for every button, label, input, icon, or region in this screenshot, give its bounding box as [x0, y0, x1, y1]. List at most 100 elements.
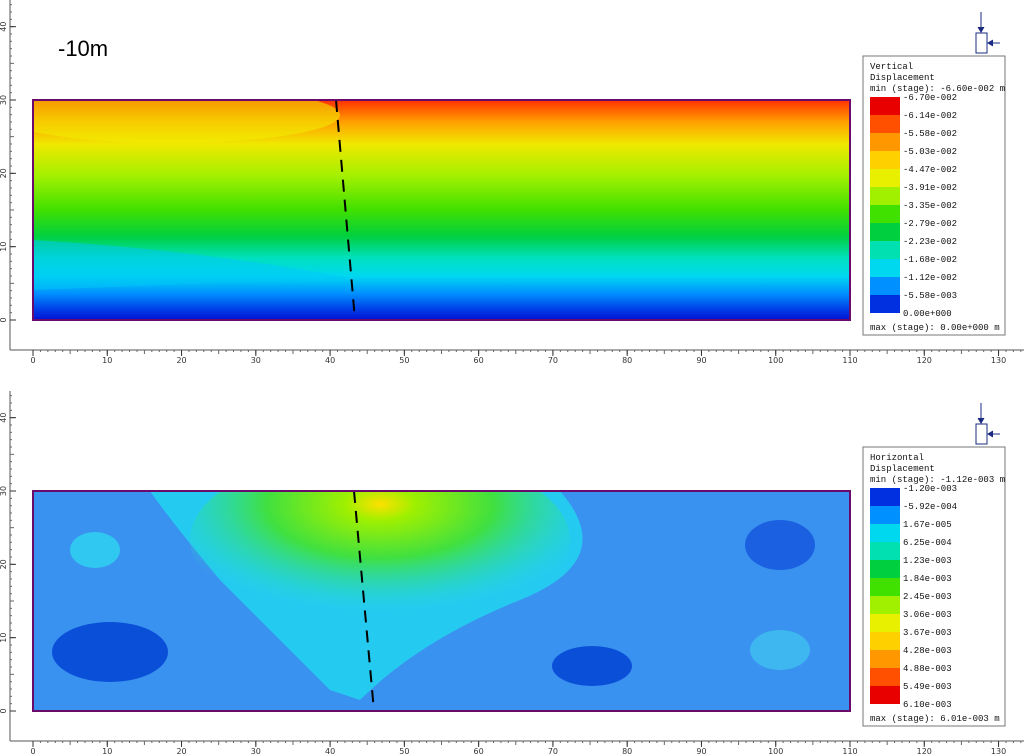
legend-level: -5.58e-003 [903, 291, 957, 301]
legend-swatch [870, 632, 900, 650]
legend-min: min (stage): -6.60e-002 m [870, 84, 1005, 94]
legend-swatch [870, 151, 900, 169]
legend-swatch [870, 205, 900, 223]
legend-swatch [870, 488, 900, 506]
x-tick-label: 20 [176, 747, 186, 754]
y-tick-label: 30 [0, 95, 8, 105]
legend-level: 0.00e+000 [903, 309, 952, 319]
legend-title: Vertical [870, 62, 913, 72]
y-tick-label: 40 [0, 413, 8, 423]
legend-swatch [870, 560, 900, 578]
legend-swatch [870, 524, 900, 542]
x-tick-label: 60 [474, 356, 484, 365]
legend-swatch [870, 97, 900, 115]
legend-level: 3.67e-003 [903, 628, 952, 638]
x-tick-label: 80 [622, 356, 632, 365]
y-tick-label: 0 [0, 708, 8, 713]
legend-title: Displacement [870, 464, 935, 474]
y-tick-label: 40 [0, 22, 8, 32]
legend-level: -6.70e-002 [903, 93, 957, 103]
legend-swatch [870, 259, 900, 277]
x-tick-label: 40 [325, 747, 335, 754]
x-tick-label: 0 [30, 356, 35, 365]
legend-level: 3.06e-003 [903, 610, 952, 620]
legend-swatch [870, 169, 900, 187]
x-tick-label: 70 [548, 356, 558, 365]
legend-swatch [870, 241, 900, 259]
legend-swatch [870, 650, 900, 668]
x-tick-label: 30 [251, 356, 261, 365]
legend-level: 2.45e-003 [903, 592, 952, 602]
x-tick-label: 110 [842, 747, 857, 754]
legend-swatch [870, 506, 900, 524]
legend-level: -1.20e-003 [903, 484, 957, 494]
legend-title: Horizontal [870, 453, 924, 463]
legend-swatch [870, 686, 900, 704]
legend-swatch [870, 578, 900, 596]
x-tick-label: 90 [696, 747, 706, 754]
legend-title: Displacement [870, 73, 935, 83]
legend-level: 5.49e-003 [903, 682, 952, 692]
legend-level: -6.14e-002 [903, 111, 957, 121]
legend-swatch [870, 668, 900, 686]
legend-swatch [870, 223, 900, 241]
legend-level: -3.91e-002 [903, 183, 957, 193]
x-tick-label: 80 [622, 747, 632, 754]
x-tick-label: 0 [30, 747, 35, 754]
legend-level: -4.47e-002 [903, 165, 957, 175]
y-tick-label: 20 [0, 168, 8, 178]
y-tick-label: 10 [0, 242, 8, 252]
x-tick-label: 20 [176, 356, 186, 365]
x-tick-label: 120 [917, 356, 932, 365]
x-tick-label: 100 [768, 356, 783, 365]
plot-border [32, 490, 851, 712]
x-tick-label: 60 [474, 747, 484, 754]
legend-swatch [870, 614, 900, 632]
legend-level: 4.88e-003 [903, 664, 952, 674]
x-tick-label: 100 [768, 747, 783, 754]
legend-level: 6.10e-003 [903, 700, 952, 710]
legend-max: max (stage): 6.01e-003 m [870, 714, 1000, 724]
y-tick-label: 20 [0, 559, 8, 569]
legend-level: -5.58e-002 [903, 129, 957, 139]
x-tick-label: 110 [842, 356, 857, 365]
legend-swatch [870, 277, 900, 295]
legend-swatch [870, 115, 900, 133]
x-tick-label: 40 [325, 356, 335, 365]
x-tick-label: 130 [991, 747, 1006, 754]
legend-level: -1.68e-002 [903, 255, 957, 265]
y-tick-label: 0 [0, 317, 8, 322]
legend-level: -5.92e-004 [903, 502, 957, 512]
legend-max: max (stage): 0.00e+000 m [870, 323, 1000, 333]
legend-level: -3.35e-002 [903, 201, 957, 211]
legend-level: 6.25e-004 [903, 538, 952, 548]
legend-swatch [870, 187, 900, 205]
horizontal-contour [33, 491, 850, 711]
legend-swatch [870, 596, 900, 614]
support-icon [975, 12, 1000, 54]
legend-swatch [870, 542, 900, 560]
vertical-contour [33, 100, 850, 320]
support-icon [975, 403, 1000, 445]
legend-level: -2.79e-002 [903, 219, 957, 229]
legend-swatch [870, 133, 900, 151]
x-tick-label: 10 [102, 356, 112, 365]
legend-level: 4.28e-003 [903, 646, 952, 656]
y-tick-label: 10 [0, 633, 8, 643]
legend-level: -5.03e-002 [903, 147, 957, 157]
legend-level: 1.23e-003 [903, 556, 952, 566]
x-tick-label: 90 [696, 356, 706, 365]
depth-label: -10m [58, 36, 108, 61]
legend-level: -2.23e-002 [903, 237, 957, 247]
x-tick-label: 50 [399, 747, 409, 754]
x-tick-label: 130 [991, 356, 1006, 365]
legend-min: min (stage): -1.12e-003 m [870, 475, 1005, 485]
y-tick-label: 30 [0, 486, 8, 496]
x-tick-label: 70 [548, 747, 558, 754]
plot-border [32, 99, 851, 321]
x-tick-label: 50 [399, 356, 409, 365]
legend-level: 1.67e-005 [903, 520, 952, 530]
legend-swatch [870, 295, 900, 313]
x-tick-label: 10 [102, 747, 112, 754]
